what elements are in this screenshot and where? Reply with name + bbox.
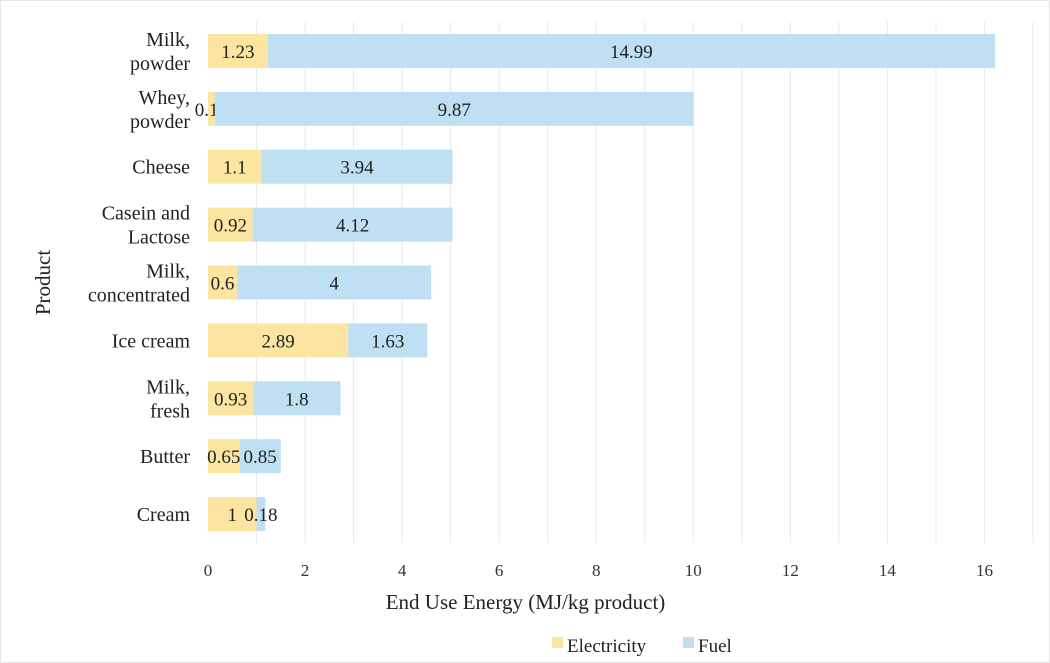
bar-fuel [256, 497, 266, 532]
bar-fuel [214, 91, 694, 126]
category-label: concentrated [88, 285, 190, 307]
category-label: powder [130, 111, 190, 133]
category-label: Butter [140, 446, 190, 468]
data-label: 3.94 [340, 158, 374, 179]
data-label: 4 [329, 274, 339, 295]
gridlines [256, 22, 1034, 543]
data-label: 1 [228, 505, 238, 526]
x-tick-label: 16 [976, 561, 993, 580]
x-axis-title: End Use Energy (MJ/kg product) [386, 590, 666, 614]
x-tick-label: 10 [685, 561, 702, 580]
bars: 1.23 14.990.14 9.871.1 3.940.92 4.120.6 42.89… [195, 33, 996, 532]
data-label: 0.65 [207, 447, 240, 468]
bar-electricity [208, 91, 215, 126]
category-label: Milk, [146, 376, 190, 398]
bar-fuel [252, 207, 453, 242]
category-label: powder [130, 53, 190, 75]
x-tick-label: 2 [301, 561, 310, 580]
bar-fuel [239, 439, 281, 474]
bar-fuel [253, 381, 341, 416]
x-tick-label: 12 [782, 561, 799, 580]
category-label: Whey, [139, 87, 190, 109]
data-label: 1.23 [221, 42, 254, 63]
bar-electricity [208, 323, 349, 358]
data-label: 0.6 [211, 274, 235, 295]
data-label: 14.99 [610, 42, 653, 63]
x-tick-labels: 0 2 4 6 8 10 12 14 16 [204, 561, 993, 580]
bar-fuel [237, 265, 432, 300]
category-label: Milk, [146, 261, 190, 283]
legend-label-electricity: Electricity [567, 636, 647, 657]
category-label: Milk, [146, 29, 190, 51]
data-label: 1.8 [285, 389, 309, 410]
category-label: fresh [150, 400, 190, 422]
x-tick-label: 6 [495, 561, 504, 580]
category-label: Lactose [128, 227, 190, 249]
legend-swatch-fuel [683, 637, 694, 648]
bar-electricity [208, 33, 268, 68]
data-label: 0.18 [244, 505, 277, 526]
bar-electricity [208, 207, 253, 242]
category-label: Ice cream [112, 330, 191, 352]
legend: Electricity Fuel [552, 636, 732, 657]
bar-electricity [208, 265, 238, 300]
data-label: 0.93 [214, 389, 247, 410]
bar-fuel [267, 33, 996, 68]
category-label: Cheese [132, 157, 190, 179]
bar-electricity [208, 149, 262, 184]
legend-label-fuel: Fuel [698, 636, 732, 657]
data-label: 0.85 [244, 447, 277, 468]
x-tick-label: 8 [592, 561, 601, 580]
bar-fuel [348, 323, 428, 358]
x-tick-label: 4 [398, 561, 407, 580]
data-label: 2.89 [262, 331, 295, 352]
data-label: 1.63 [371, 331, 404, 352]
data-label: 1.1 [223, 158, 247, 179]
legend-swatch-electricity [552, 637, 563, 648]
y-axis-title: Product [31, 250, 55, 315]
data-label: 4.12 [336, 216, 369, 237]
bar-fuel [261, 149, 453, 184]
category-label: Cream [137, 504, 191, 526]
data-label: 9.87 [438, 100, 471, 121]
bar-electricity [208, 439, 240, 474]
x-tick-label: 0 [204, 561, 213, 580]
bar-electricity [208, 497, 257, 532]
x-tick-label: 14 [879, 561, 897, 580]
category-label: Casein and [102, 203, 190, 225]
bar-electricity [208, 381, 254, 416]
data-label: 0.92 [214, 216, 247, 237]
